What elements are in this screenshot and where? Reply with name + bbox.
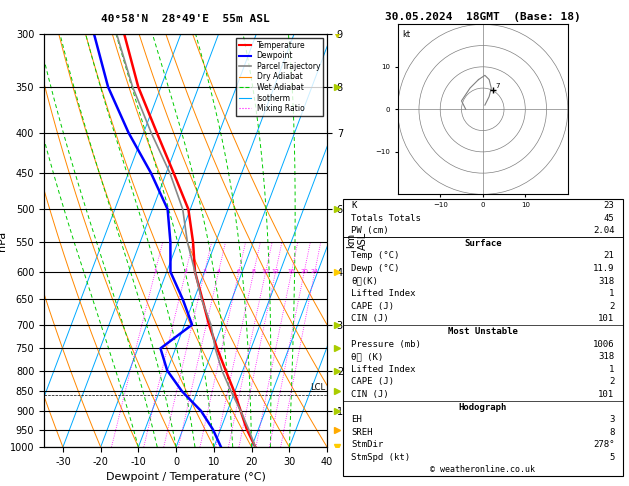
Text: PW (cm): PW (cm) [351, 226, 389, 235]
Text: 2: 2 [609, 377, 615, 386]
Text: 7: 7 [496, 83, 500, 89]
Text: kt: kt [402, 30, 410, 39]
Text: 30.05.2024  18GMT  (Base: 18): 30.05.2024 18GMT (Base: 18) [385, 12, 581, 22]
Text: EH: EH [351, 415, 362, 424]
Text: Surface: Surface [464, 239, 501, 248]
Text: © weatheronline.co.uk: © weatheronline.co.uk [430, 466, 535, 474]
Text: 318: 318 [598, 352, 615, 361]
X-axis label: Dewpoint / Temperature (°C): Dewpoint / Temperature (°C) [106, 472, 265, 483]
Text: 20: 20 [300, 269, 308, 275]
Y-axis label: km
ASL: km ASL [346, 231, 367, 250]
Text: CAPE (J): CAPE (J) [351, 302, 394, 311]
Text: 24: 24 [311, 269, 319, 275]
Text: 278°: 278° [593, 440, 615, 449]
Text: 8: 8 [609, 428, 615, 437]
Text: 21: 21 [604, 251, 615, 260]
Text: 8: 8 [252, 269, 256, 275]
Text: Dewp (°C): Dewp (°C) [351, 264, 399, 273]
Text: Temp (°C): Temp (°C) [351, 251, 399, 260]
Text: Lifted Index: Lifted Index [351, 289, 416, 298]
Text: CIN (J): CIN (J) [351, 314, 389, 323]
Text: 1: 1 [609, 289, 615, 298]
Text: 12: 12 [272, 269, 279, 275]
Text: 23: 23 [604, 201, 615, 210]
Y-axis label: hPa: hPa [0, 230, 7, 251]
Text: 5: 5 [609, 453, 615, 462]
Text: SREH: SREH [351, 428, 373, 437]
Text: 45: 45 [604, 214, 615, 223]
Text: K: K [351, 201, 357, 210]
Text: 11.9: 11.9 [593, 264, 615, 273]
Legend: Temperature, Dewpoint, Parcel Trajectory, Dry Adiabat, Wet Adiabat, Isotherm, Mi: Temperature, Dewpoint, Parcel Trajectory… [236, 38, 323, 116]
Text: Totals Totals: Totals Totals [351, 214, 421, 223]
Text: 1006: 1006 [593, 340, 615, 348]
Text: 16: 16 [287, 269, 296, 275]
Text: 40°58'N  28°49'E  55m ASL: 40°58'N 28°49'E 55m ASL [101, 14, 270, 24]
Text: Lifted Index: Lifted Index [351, 365, 416, 374]
Text: 6: 6 [237, 269, 241, 275]
Text: 2: 2 [609, 302, 615, 311]
Text: θᴇ (K): θᴇ (K) [351, 352, 384, 361]
Text: 1: 1 [609, 365, 615, 374]
Text: 3: 3 [203, 269, 207, 275]
Text: Most Unstable: Most Unstable [448, 327, 518, 336]
Text: Hodograph: Hodograph [459, 402, 507, 412]
Text: CIN (J): CIN (J) [351, 390, 389, 399]
Text: CAPE (J): CAPE (J) [351, 377, 394, 386]
Text: 10: 10 [262, 269, 270, 275]
Text: 2.04: 2.04 [593, 226, 615, 235]
Text: 1: 1 [153, 269, 157, 275]
Text: StmDir: StmDir [351, 440, 384, 449]
Text: 2: 2 [184, 269, 187, 275]
Text: 318: 318 [598, 277, 615, 286]
Text: 4: 4 [216, 269, 221, 275]
Text: θᴇ(K): θᴇ(K) [351, 277, 378, 286]
Text: Pressure (mb): Pressure (mb) [351, 340, 421, 348]
Text: LCL: LCL [310, 383, 325, 392]
Text: StmSpd (kt): StmSpd (kt) [351, 453, 410, 462]
Text: 3: 3 [609, 415, 615, 424]
Text: 101: 101 [598, 390, 615, 399]
Text: 101: 101 [598, 314, 615, 323]
